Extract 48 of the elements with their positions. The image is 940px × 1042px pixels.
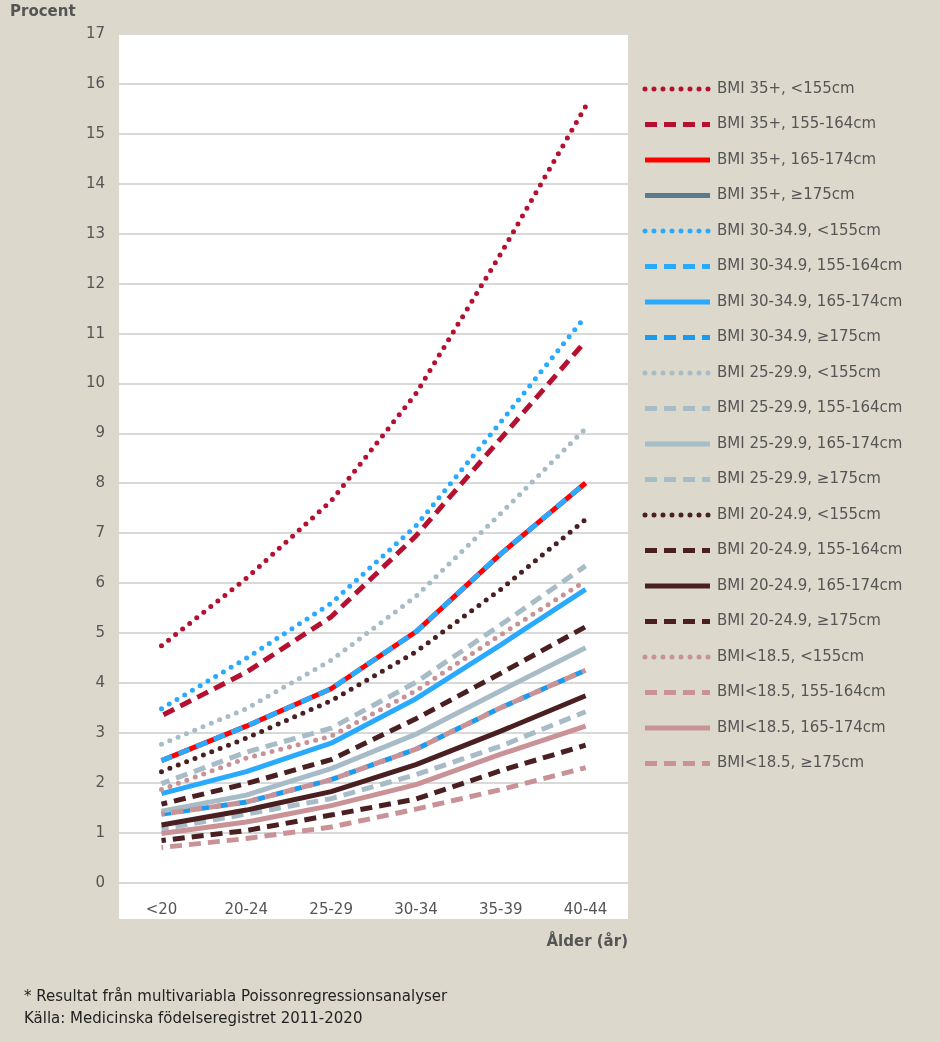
x-tick-label: 25-29: [309, 899, 353, 918]
legend-label: BMI 20-24.9, 165-174cm: [717, 575, 903, 594]
legend-label: BMI 35+, 165-174cm: [717, 149, 877, 168]
y-tick-label: 1: [95, 822, 106, 841]
legend-label: BMI 20-24.9, 155-164cm: [717, 540, 903, 559]
x-axis-title: Ålder (år): [546, 930, 628, 950]
y-tick-label: 0: [95, 872, 106, 891]
legend-label: BMI 35+, ≥175cm: [717, 185, 855, 204]
y-tick-label: 4: [95, 673, 106, 692]
legend-label: BMI 25-29.9, ≥175cm: [717, 469, 881, 488]
y-tick-label: 10: [85, 373, 106, 392]
y-tick-label: 8: [95, 473, 106, 492]
legend-label: BMI<18.5, 165-174cm: [717, 717, 886, 736]
y-tick-label: 13: [85, 223, 106, 242]
x-tick-label: <20: [145, 899, 178, 918]
y-tick-label: 16: [85, 73, 106, 92]
y-tick-label: 9: [95, 423, 106, 442]
legend-label: BMI 25-29.9, <155cm: [717, 362, 881, 381]
y-tick-label: 11: [85, 323, 106, 342]
y-tick-label: 3: [95, 723, 106, 742]
legend-label: BMI 20-24.9, ≥175cm: [717, 611, 881, 630]
x-tick-label: 20-24: [224, 899, 269, 918]
legend-label: BMI 35+, <155cm: [717, 78, 855, 97]
legend-label: BMI<18.5, <155cm: [717, 646, 865, 665]
legend-label: BMI 30-34.9, 155-164cm: [717, 256, 903, 275]
y-tick-label: 6: [95, 573, 106, 592]
legend-label: BMI 35+, 155-164cm: [717, 114, 877, 133]
x-tick-label: 30-34: [394, 899, 438, 918]
text: Källa: Medicinska födelseregistret 2011-2020: [24, 1008, 364, 1029]
y-axis-title: Procent: [10, 2, 76, 20]
x-tick-label: 40-44: [563, 899, 608, 918]
text: * Resultat från multivariabla Poissonregressionsanalyser: [24, 986, 448, 1007]
x-tick-label: 35-39: [478, 899, 523, 918]
y-tick-label: 7: [95, 523, 106, 542]
legend-label: BMI<18.5, ≥175cm: [717, 753, 865, 772]
y-tick-label: 14: [85, 173, 106, 192]
y-tick-label: 5: [95, 623, 106, 642]
legend-label: BMI 20-24.9, <155cm: [717, 504, 881, 523]
y-tick-label: 2: [95, 773, 106, 792]
y-tick-label: 12: [85, 273, 106, 292]
y-tick-label: 15: [85, 123, 106, 142]
legend-label: BMI 30-34.9, <155cm: [717, 220, 881, 239]
legend-label: BMI<18.5, 155-164cm: [717, 682, 886, 701]
legend-label: BMI 25-29.9, 155-164cm: [717, 398, 903, 417]
legend-label: BMI 25-29.9, 165-174cm: [717, 433, 903, 452]
legend-label: BMI 30-34.9, ≥175cm: [717, 327, 881, 346]
y-tick-label: 17: [85, 23, 106, 42]
legend-label: BMI 30-34.9, 165-174cm: [717, 291, 903, 310]
